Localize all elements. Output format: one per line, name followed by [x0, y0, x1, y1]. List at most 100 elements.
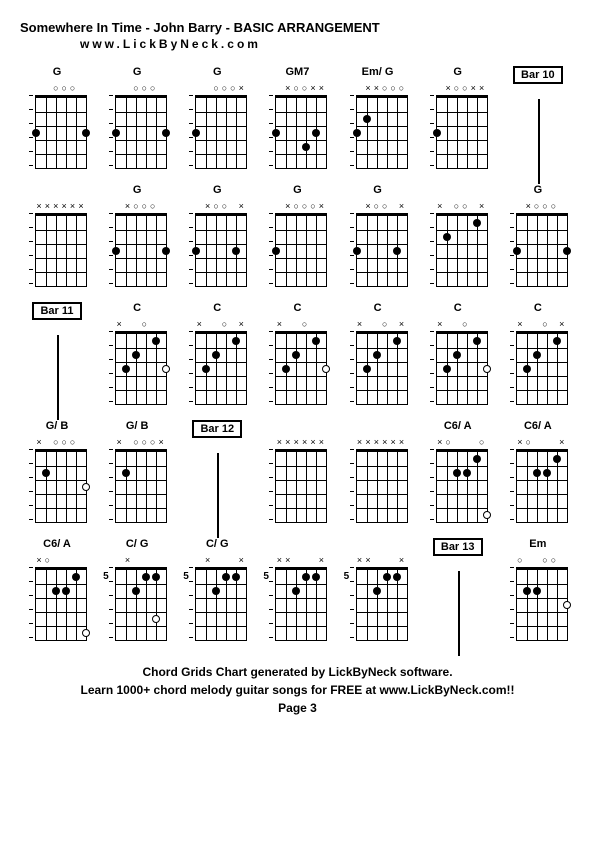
fretboard — [35, 567, 87, 641]
string-markers: ×○○○ — [115, 201, 165, 213]
bar-label: Bar 12 — [192, 420, 242, 438]
fretboard — [275, 449, 327, 523]
chord-name: G — [373, 184, 382, 198]
chord-diagram: ×○ — [267, 319, 327, 409]
chord-name: G — [213, 66, 222, 80]
grid-cell: C×○ — [100, 302, 174, 412]
finger-dot — [373, 351, 381, 359]
string-markers: ×○ — [275, 319, 325, 331]
finger-dot-open — [483, 365, 491, 373]
finger-dot-open — [322, 365, 330, 373]
finger-dot — [162, 129, 170, 137]
chord-diagram: ×○× — [187, 319, 247, 409]
finger-dot — [373, 587, 381, 595]
finger-dot — [142, 573, 150, 581]
grid-cell: C×○ — [421, 302, 495, 412]
finger-dot — [132, 587, 140, 595]
chord-name — [296, 420, 299, 434]
grid-cell: G×○○○ — [501, 184, 575, 294]
chord-diagram: ××○○○ — [348, 83, 408, 173]
finger-dot — [52, 587, 60, 595]
fretboard — [436, 213, 488, 287]
fret-number: 5 — [183, 571, 189, 582]
finger-dot-open — [162, 365, 170, 373]
chord-name — [55, 184, 58, 198]
finger-dot — [222, 573, 230, 581]
fretboard — [275, 567, 327, 641]
chord-name: G — [453, 66, 462, 80]
fretboard — [115, 449, 167, 523]
string-markers: ××○○○ — [356, 83, 406, 95]
chord-diagram: 5××× — [348, 555, 408, 645]
chord-name: C — [293, 302, 301, 316]
chord-diagram: ×○○○× — [107, 437, 167, 527]
grid-cell: Bar 13 — [421, 538, 495, 648]
fretboard — [356, 331, 408, 405]
chord-diagram: ×○○× — [348, 201, 408, 291]
grid-cell: GM7×○○×× — [260, 66, 334, 176]
string-markers: ×××××× — [35, 201, 85, 213]
finger-dot — [212, 351, 220, 359]
string-markers: ×○ — [436, 319, 486, 331]
string-markers: ×○× — [195, 319, 245, 331]
bar-divider — [458, 571, 460, 656]
finger-dot — [563, 247, 571, 255]
fretboard — [195, 213, 247, 287]
string-markers: ×○× — [516, 437, 566, 449]
grid-cell: G/ B×○○○ — [20, 420, 94, 530]
string-markers: ×○○× — [356, 201, 406, 213]
chord-diagram: ×○○○ — [508, 201, 568, 291]
fret-number: 5 — [344, 571, 350, 582]
chord-diagram: ×○○○ — [27, 437, 87, 527]
bar-divider — [217, 453, 219, 538]
finger-dot — [292, 587, 300, 595]
finger-dot — [353, 247, 361, 255]
string-markers: ×○○○× — [275, 201, 325, 213]
chord-name: C — [534, 302, 542, 316]
finger-dot — [162, 247, 170, 255]
string-markers: ××× — [356, 555, 406, 567]
finger-dot — [282, 365, 290, 373]
finger-dot — [453, 351, 461, 359]
chord-diagram: ×○○× — [187, 201, 247, 291]
chord-name — [296, 538, 299, 552]
finger-dot — [453, 469, 461, 477]
finger-dot — [363, 365, 371, 373]
string-markers: ×○× — [516, 319, 566, 331]
chord-diagram: ○○○× — [187, 83, 247, 173]
chord-diagram: ×○× — [508, 437, 568, 527]
finger-dot — [312, 573, 320, 581]
string-markers: ○○○ — [115, 83, 165, 95]
grid-cell: C ×○ — [260, 302, 334, 412]
finger-dot — [62, 587, 70, 595]
grid-cell: C6/ A×○○ — [421, 420, 495, 530]
finger-dot — [523, 365, 531, 373]
page-title: Somewhere In Time - John Barry - BASIC A… — [20, 20, 575, 35]
grid-cell: G○○○ — [20, 66, 94, 176]
finger-dot — [112, 129, 120, 137]
string-markers: × — [115, 555, 165, 567]
string-markers: ○○○ — [35, 83, 85, 95]
fretboard — [195, 95, 247, 169]
finger-dot — [553, 455, 561, 463]
chord-diagram: ○○○ — [508, 555, 568, 645]
grid-cell: G ○○○× — [180, 66, 254, 176]
finger-dot — [272, 129, 280, 137]
grid-cell: Bar 11 — [20, 302, 94, 412]
chord-grid: G○○○G○○○G○○○×GM7×○○××Em/ G××○○○G×○○××Bar… — [20, 66, 575, 648]
finger-dot-open — [152, 615, 160, 623]
finger-dot — [473, 455, 481, 463]
chord-name: C/ G — [206, 538, 229, 552]
fretboard — [195, 331, 247, 405]
chord-diagram: ×○ — [27, 555, 87, 645]
finger-dot — [533, 469, 541, 477]
grid-cell: ×××××× — [20, 184, 94, 294]
finger-dot — [433, 129, 441, 137]
string-markers: ×× — [195, 555, 245, 567]
fretboard — [275, 213, 327, 287]
finger-dot — [272, 247, 280, 255]
fretboard — [195, 567, 247, 641]
chord-diagram: ×○× — [348, 319, 408, 409]
string-markers: ×○ — [115, 319, 165, 331]
string-markers: ○○○× — [195, 83, 245, 95]
